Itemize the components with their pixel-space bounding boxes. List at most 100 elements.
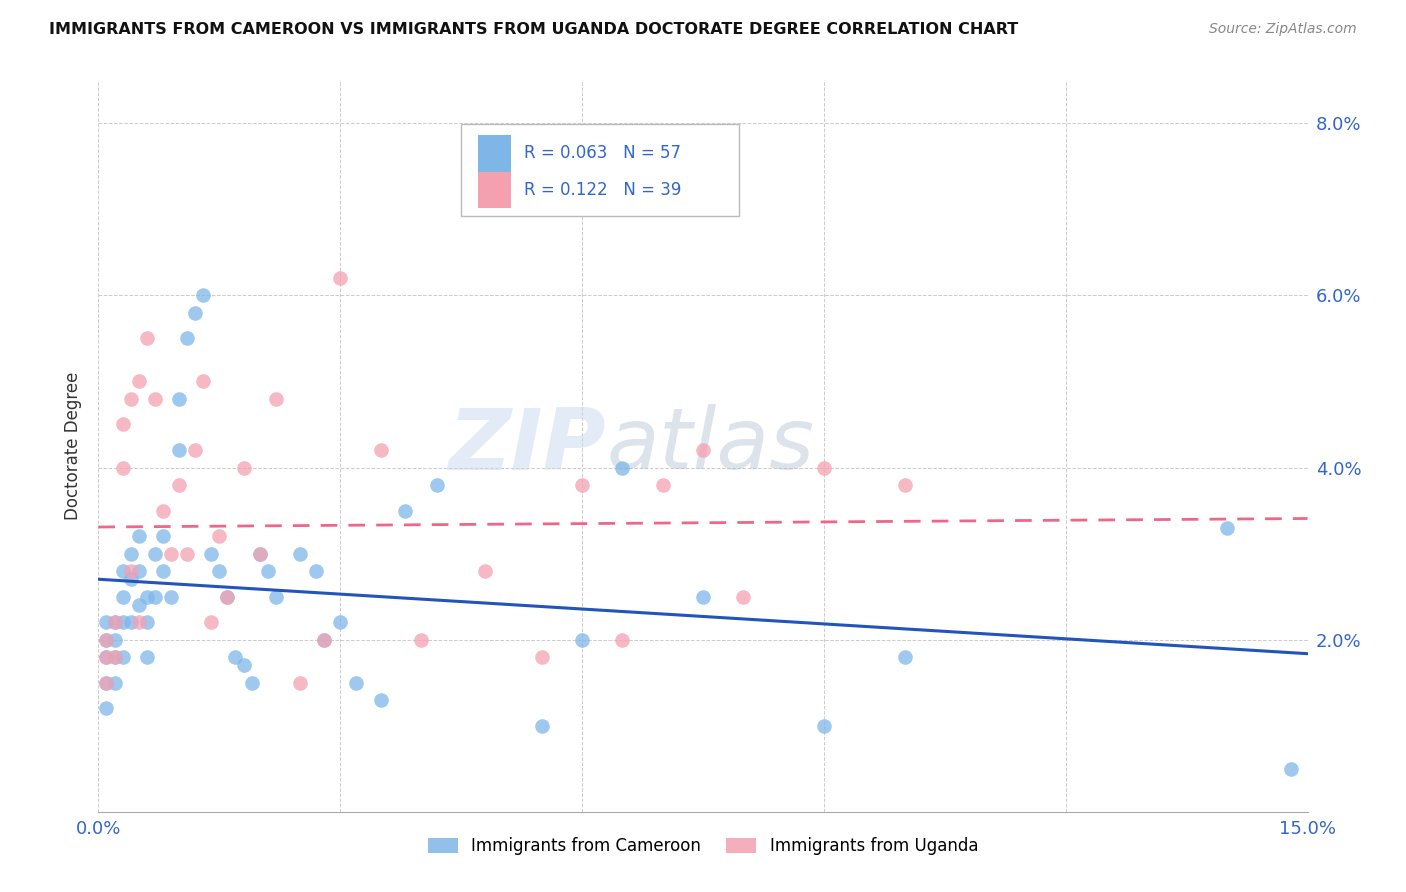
Point [314, 632, 336, 647]
Point [111, 417, 134, 432]
Point [96, 675, 118, 690]
Point [329, 271, 352, 285]
Point [200, 547, 222, 561]
Point [208, 529, 231, 543]
Point [128, 529, 150, 543]
Point [143, 392, 166, 406]
Point [232, 658, 254, 673]
Point [733, 590, 755, 604]
Point [692, 443, 714, 458]
Point [208, 564, 231, 578]
Text: ZIP: ZIP [449, 404, 606, 488]
Y-axis label: Doctorate Degree: Doctorate Degree [65, 372, 83, 520]
Point [474, 564, 496, 578]
Point [160, 590, 183, 604]
Point [184, 305, 207, 319]
Point [96, 632, 118, 647]
Point [288, 547, 311, 561]
Point [143, 590, 166, 604]
Point [152, 564, 174, 578]
Point [96, 701, 118, 715]
Point [893, 649, 915, 664]
Point [96, 675, 118, 690]
Point [370, 443, 392, 458]
Point [249, 547, 271, 561]
Point [612, 632, 634, 647]
Point [103, 632, 125, 647]
Point [1281, 762, 1303, 776]
Point [370, 693, 392, 707]
Point [813, 719, 835, 733]
Point [176, 331, 198, 345]
Point [128, 598, 150, 612]
Point [813, 460, 835, 475]
Text: R = 0.063   N = 57: R = 0.063 N = 57 [524, 145, 681, 162]
Point [217, 590, 239, 604]
Point [96, 649, 118, 664]
Point [394, 503, 416, 517]
Point [135, 590, 157, 604]
Point [571, 632, 593, 647]
FancyBboxPatch shape [461, 124, 740, 216]
Point [893, 477, 915, 491]
Text: atlas: atlas [606, 404, 814, 488]
Point [426, 477, 449, 491]
Point [217, 590, 239, 604]
Point [1216, 521, 1239, 535]
Point [120, 564, 142, 578]
Point [167, 443, 190, 458]
Point [103, 615, 125, 630]
Point [103, 615, 125, 630]
Point [249, 547, 271, 561]
Point [120, 573, 142, 587]
Point [103, 649, 125, 664]
Point [128, 615, 150, 630]
Legend: Immigrants from Cameroon, Immigrants from Uganda: Immigrants from Cameroon, Immigrants fro… [422, 830, 984, 862]
Point [103, 675, 125, 690]
Point [314, 632, 336, 647]
Point [120, 392, 142, 406]
Text: R = 0.122   N = 39: R = 0.122 N = 39 [524, 181, 682, 199]
Point [193, 375, 215, 389]
Point [240, 675, 263, 690]
Point [344, 675, 367, 690]
Point [128, 375, 150, 389]
Point [111, 590, 134, 604]
Point [264, 392, 287, 406]
Point [120, 547, 142, 561]
FancyBboxPatch shape [478, 171, 510, 208]
Point [651, 477, 673, 491]
Point [152, 503, 174, 517]
Point [120, 615, 142, 630]
Point [96, 632, 118, 647]
Point [96, 649, 118, 664]
Point [530, 649, 553, 664]
Text: Source: ZipAtlas.com: Source: ZipAtlas.com [1209, 22, 1357, 37]
Point [103, 649, 125, 664]
FancyBboxPatch shape [478, 135, 510, 171]
Point [128, 564, 150, 578]
Point [160, 547, 183, 561]
Point [288, 675, 311, 690]
Point [135, 649, 157, 664]
Point [167, 392, 190, 406]
Point [530, 719, 553, 733]
Point [256, 564, 278, 578]
Point [184, 443, 207, 458]
Point [329, 615, 352, 630]
Point [612, 460, 634, 475]
Point [111, 615, 134, 630]
Point [232, 460, 254, 475]
Point [111, 564, 134, 578]
Point [135, 331, 157, 345]
Text: IMMIGRANTS FROM CAMEROON VS IMMIGRANTS FROM UGANDA DOCTORATE DEGREE CORRELATION : IMMIGRANTS FROM CAMEROON VS IMMIGRANTS F… [49, 22, 1018, 37]
Point [264, 590, 287, 604]
Point [111, 649, 134, 664]
Point [571, 477, 593, 491]
Point [167, 477, 190, 491]
Point [135, 615, 157, 630]
Point [143, 547, 166, 561]
Point [176, 547, 198, 561]
Point [111, 460, 134, 475]
Point [409, 632, 432, 647]
